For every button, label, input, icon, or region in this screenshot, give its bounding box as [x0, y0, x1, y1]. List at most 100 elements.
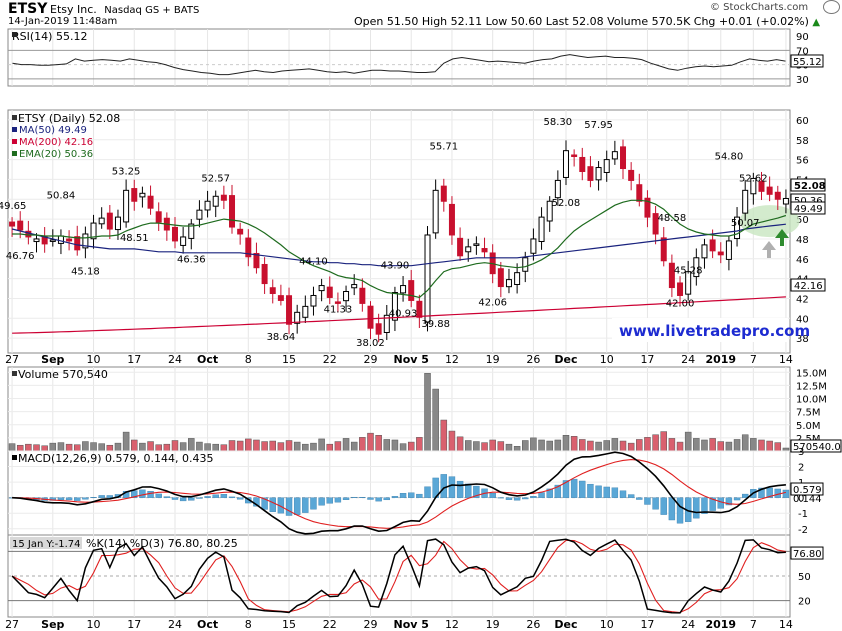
macd-histogram-bar [74, 497, 81, 501]
candle-body [90, 222, 97, 240]
candle-body [9, 221, 16, 227]
macd-tick-label: -2 [798, 525, 808, 536]
macd-histogram-bar [408, 492, 415, 498]
macd-histogram-bar [57, 497, 65, 501]
macd-histogram-bar [236, 497, 244, 500]
x-tick-label-lower: 17 [640, 618, 654, 631]
candle-body [636, 184, 643, 202]
volume-bar [236, 440, 244, 452]
rsi-line [12, 54, 786, 76]
x-tick-label-lower: 24 [681, 618, 695, 631]
macd-histogram-bar [318, 497, 325, 506]
macd-histogram-bar [375, 497, 382, 502]
macd-histogram-bar [717, 497, 724, 509]
price-annotation: 52.62 [739, 173, 768, 184]
candle-body [782, 197, 789, 205]
volume-bar [432, 388, 439, 452]
macd-signal-line [12, 459, 787, 529]
candle-body [277, 295, 284, 301]
price-annotation: 43.90 [381, 261, 410, 272]
volume-bar [603, 440, 610, 452]
volume-bar [473, 441, 480, 452]
macd-histogram-bar [399, 493, 407, 498]
volume-bar [350, 441, 358, 452]
volume-bar [407, 441, 415, 452]
volume-legend-swatch [12, 371, 17, 376]
macd-histogram-bar [302, 497, 309, 513]
macd-histogram-bar [196, 497, 203, 499]
volume-bar [269, 440, 276, 452]
x-tick-label-upper: 10 [87, 353, 101, 366]
macd-histogram-bar [505, 497, 513, 500]
price-annotation: 38.02 [356, 338, 385, 349]
volume-bar [481, 442, 488, 452]
x-tick-label-upper: Sep [41, 353, 64, 366]
volume-bar [750, 438, 757, 452]
volume-bar [25, 443, 32, 452]
price-last-box [790, 178, 826, 192]
search-icon[interactable] [823, 0, 840, 14]
volume-bar [660, 431, 667, 452]
macd-histogram-bar [350, 496, 358, 498]
candle-body [147, 195, 154, 209]
volume-bar [733, 439, 741, 452]
stoch-k-line [11, 538, 786, 614]
symbol-title: ETSY [8, 1, 48, 17]
macd-histogram-bar [228, 496, 236, 498]
candle-body [114, 216, 121, 231]
volume-bar [595, 441, 602, 452]
macd-histogram-bar [147, 491, 154, 498]
macd-histogram-bar [766, 487, 773, 498]
x-tick-label-upper: 27 [5, 353, 19, 366]
volume-tick-label: 5.0M [796, 421, 821, 432]
x-tick-label-lower: 14 [779, 618, 793, 631]
macd-histogram-bar [709, 497, 716, 511]
price-last-box [790, 201, 826, 215]
macd-histogram-bar [636, 497, 643, 500]
volume-bar [302, 443, 309, 452]
candle-body [155, 211, 162, 223]
volume-tick-label: 7.5M [796, 408, 821, 419]
candle-body [123, 189, 130, 223]
x-tick-label-lower: 8 [245, 618, 252, 631]
macd-histogram-bar [106, 495, 114, 498]
macd-histogram-bar [522, 497, 529, 500]
macd-legend-label: MACD(12,26,9) 0.579, 0.144, 0.435 [18, 452, 214, 465]
candle-body [457, 237, 464, 257]
volume-bar [163, 443, 171, 452]
quote-up-arrow-icon: ▲ [812, 17, 821, 28]
candle-body [33, 238, 40, 243]
candle-body [652, 213, 659, 235]
candle-body [106, 212, 113, 230]
volume-bar [114, 442, 122, 452]
volume-bar [139, 442, 146, 452]
volume-last-value: 570540.0 [793, 442, 841, 453]
macd-histogram-bar [741, 493, 749, 498]
macd-histogram-bar [269, 497, 276, 512]
candle-body [302, 305, 309, 318]
volume-bar [391, 439, 399, 452]
volume-bar [73, 444, 81, 452]
price-annotation: 54.80 [715, 152, 744, 163]
candle-body [668, 262, 675, 289]
x-tick-label-upper: 14 [779, 353, 793, 366]
candle-body [628, 169, 635, 181]
price-annotation: 41.33 [324, 304, 353, 315]
volume-bar [106, 444, 114, 452]
macd-histogram-bar [538, 492, 545, 498]
candle-body [375, 323, 382, 335]
x-tick-label-upper: 2019 [705, 353, 736, 366]
price-legend-item: MA(50) 49.49 [19, 125, 87, 136]
x-tick-label-lower: 24 [168, 618, 182, 631]
rsi-legend-label: RSI(14) 55.12 [12, 30, 87, 43]
price-last-value: 49.49 [794, 204, 823, 215]
volume-bar [122, 431, 130, 452]
volume-bar [253, 439, 260, 452]
volume-bar [41, 445, 48, 452]
watermark-text: www.livetradepro.com [619, 322, 810, 340]
candle-body [326, 286, 333, 298]
candle-body [253, 252, 260, 269]
volume-bar [383, 439, 391, 452]
macd-histogram-bar [163, 496, 171, 498]
volume-bar [513, 446, 521, 452]
